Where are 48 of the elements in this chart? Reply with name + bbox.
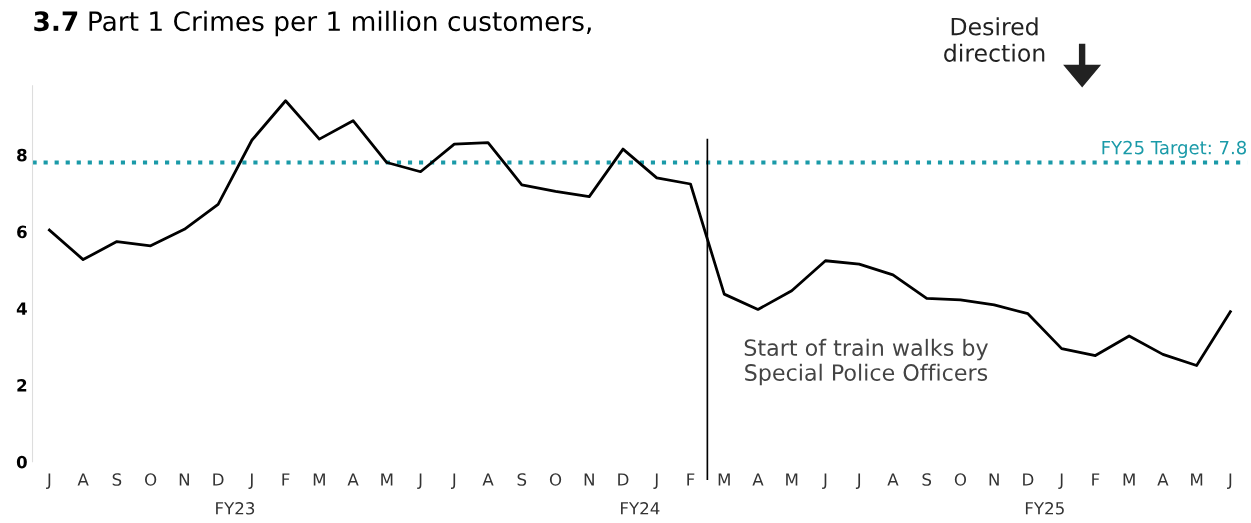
x-tick-label: J bbox=[822, 473, 827, 489]
x-tick-label: F bbox=[282, 473, 290, 486]
x-tick-label: M bbox=[718, 473, 730, 486]
x-tick-label: J bbox=[417, 473, 422, 489]
x-tick-label: M bbox=[381, 473, 393, 486]
annotation: Start of train walks by Special Police Officers bbox=[744, 338, 988, 386]
x-tick-label: M bbox=[786, 473, 798, 486]
x-tick-label: A bbox=[77, 473, 89, 486]
x-tick-label: J bbox=[653, 473, 658, 489]
x-tick-label: M bbox=[1191, 473, 1203, 486]
x-tick-label: A bbox=[752, 473, 764, 486]
x-tick-label: N bbox=[584, 473, 594, 486]
x-tick-label: J bbox=[248, 473, 253, 489]
x-tick-label: F bbox=[687, 473, 695, 486]
ref-line-label: FY25 Target: 7.8 bbox=[1102, 140, 1247, 158]
x-tick-label: N bbox=[179, 473, 189, 486]
y-tick-label: 8 bbox=[17, 148, 27, 162]
x-tick-label: J bbox=[855, 473, 861, 489]
x-tick-label: J bbox=[1227, 473, 1232, 489]
y-tick-label: 2 bbox=[17, 379, 27, 392]
x-tick-label: A bbox=[887, 473, 899, 486]
x-tick-label: S bbox=[112, 473, 122, 486]
x-tick-label: M bbox=[1123, 473, 1135, 486]
x-tick-label: A bbox=[482, 473, 494, 486]
x-tick-label: M bbox=[313, 473, 325, 486]
x-tick-label: J bbox=[450, 473, 456, 489]
x-tick-label: D bbox=[1023, 473, 1034, 486]
x-tick-label: S bbox=[517, 473, 527, 486]
text: FY25 bbox=[1025, 502, 1064, 515]
x-tick-label: S bbox=[922, 473, 932, 486]
x-tick-label: F bbox=[1092, 473, 1100, 486]
x-tick-label: O bbox=[145, 473, 157, 486]
x-tick-label: O bbox=[549, 473, 562, 486]
y-tick-label: 0 bbox=[16, 455, 27, 469]
x-tick-label: A bbox=[347, 473, 359, 486]
y-tick-label: 6 bbox=[17, 225, 27, 239]
x-tick-label: O bbox=[954, 473, 967, 486]
x-tick-label: A bbox=[1157, 473, 1169, 486]
x-tick-label: D bbox=[618, 473, 629, 486]
text: Desired direction bbox=[944, 17, 1045, 62]
x-tick-label: J bbox=[46, 473, 51, 489]
x-tick-label: D bbox=[213, 473, 224, 486]
text: FY23 bbox=[216, 502, 255, 515]
text: FY24 bbox=[621, 502, 660, 515]
y-tick-label: 4 bbox=[16, 302, 27, 315]
chart-title: 3.7 Part 1 Crimes per 1 million customers, bbox=[34, 10, 591, 37]
x-tick-label: N bbox=[989, 473, 999, 486]
x-tick-label: J bbox=[1058, 473, 1063, 489]
